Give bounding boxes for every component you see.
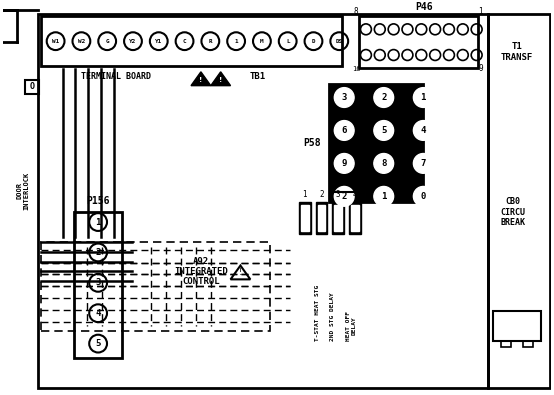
Bar [299,202,311,234]
Text: 7: 7 [420,159,426,168]
Circle shape [374,88,394,107]
Text: DS: DS [336,39,343,44]
Text: D: D [312,39,315,44]
Text: !: ! [239,268,242,277]
Bar [38,15,488,388]
Text: 8: 8 [381,159,387,168]
Text: 4: 4 [353,190,357,199]
Text: A92
INTEGRATED
CONTROL: A92 INTEGRATED CONTROL [174,257,228,286]
Bar [494,311,541,340]
Circle shape [413,120,433,140]
Text: P46: P46 [416,2,433,11]
Text: 3: 3 [95,278,101,287]
Bar [351,205,359,231]
Text: 2: 2 [95,248,101,257]
Circle shape [413,186,433,206]
Bar [332,202,344,234]
Text: 9: 9 [478,64,483,73]
Text: TB1: TB1 [250,72,266,81]
Bar [25,80,39,94]
Bar [301,205,309,231]
Text: 2ND STG DELAY: 2ND STG DELAY [330,292,335,340]
Bar [523,340,533,346]
Text: 1: 1 [234,39,238,44]
Bar [488,15,550,388]
Bar [316,202,327,234]
Circle shape [334,120,354,140]
Text: 2: 2 [319,190,324,199]
Text: R: R [208,39,212,44]
Bar [41,17,342,66]
Text: Y2: Y2 [129,39,137,44]
Circle shape [334,154,354,173]
Text: Y1: Y1 [155,39,162,44]
Bar [349,202,361,234]
Text: W1: W1 [52,39,59,44]
Text: CB0
CIRCU
BREAK: CB0 CIRCU BREAK [501,197,526,227]
Text: T-STAT HEAT STG: T-STAT HEAT STG [315,284,320,340]
Bar [501,340,511,346]
Text: 9: 9 [341,159,347,168]
Text: 1: 1 [420,93,426,102]
Text: 6: 6 [341,126,347,135]
Text: G: G [105,39,109,44]
Circle shape [374,120,394,140]
Text: 2: 2 [381,93,387,102]
Bar [74,212,122,358]
Text: 5: 5 [381,126,387,135]
Text: 5: 5 [95,339,101,348]
Circle shape [334,186,354,206]
Circle shape [413,88,433,107]
Text: T1
TRANSF: T1 TRANSF [501,42,534,62]
Text: HEAT OFF
DELAY: HEAT OFF DELAY [346,310,357,340]
Text: !: ! [199,77,203,83]
Text: TERMINAL BOARD: TERMINAL BOARD [81,72,151,81]
Bar [317,205,325,231]
Bar [330,84,423,202]
Bar [334,205,342,231]
Text: DOOR
INTERLOCK: DOOR INTERLOCK [17,171,29,209]
Text: 4: 4 [420,126,426,135]
Text: 8: 8 [354,8,358,17]
Text: 2: 2 [341,192,347,201]
Text: P156: P156 [86,196,110,206]
Circle shape [374,154,394,173]
Text: W2: W2 [78,39,85,44]
Text: 16: 16 [352,66,360,72]
Circle shape [334,88,354,107]
Text: 1: 1 [95,218,101,227]
Text: 3: 3 [341,93,347,102]
Text: 1: 1 [478,8,483,17]
Circle shape [374,186,394,206]
Polygon shape [211,72,230,86]
Text: P58: P58 [303,138,320,148]
Circle shape [413,154,433,173]
Text: 0: 0 [420,192,426,201]
Text: 1: 1 [302,190,307,199]
Polygon shape [191,72,211,86]
Text: M: M [260,39,264,44]
Bar [41,242,270,331]
Text: 1: 1 [381,192,387,201]
Text: L: L [286,39,290,44]
Text: O: O [29,82,34,91]
Text: 4: 4 [95,309,101,318]
Text: !: ! [219,77,222,83]
Text: 3: 3 [336,190,341,199]
Text: C: C [183,39,186,44]
Bar [359,17,478,68]
